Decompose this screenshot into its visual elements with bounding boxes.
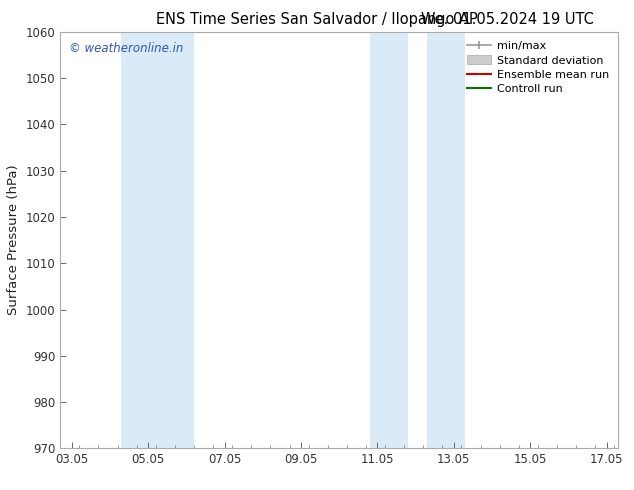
Y-axis label: Surface Pressure (hPa): Surface Pressure (hPa) [7, 165, 20, 316]
Bar [121, 32, 194, 448]
Text: © weatheronline.in: © weatheronline.in [68, 42, 183, 55]
Bar [427, 32, 465, 448]
Legend: min/max, Standard deviation, Ensemble mean run, Controll run: min/max, Standard deviation, Ensemble me… [463, 37, 612, 98]
Bar [370, 32, 408, 448]
Text: ENS Time Series San Salvador / Ilopango AP: ENS Time Series San Salvador / Ilopango … [156, 12, 478, 27]
Text: We. 01.05.2024 19 UTC: We. 01.05.2024 19 UTC [421, 12, 593, 27]
